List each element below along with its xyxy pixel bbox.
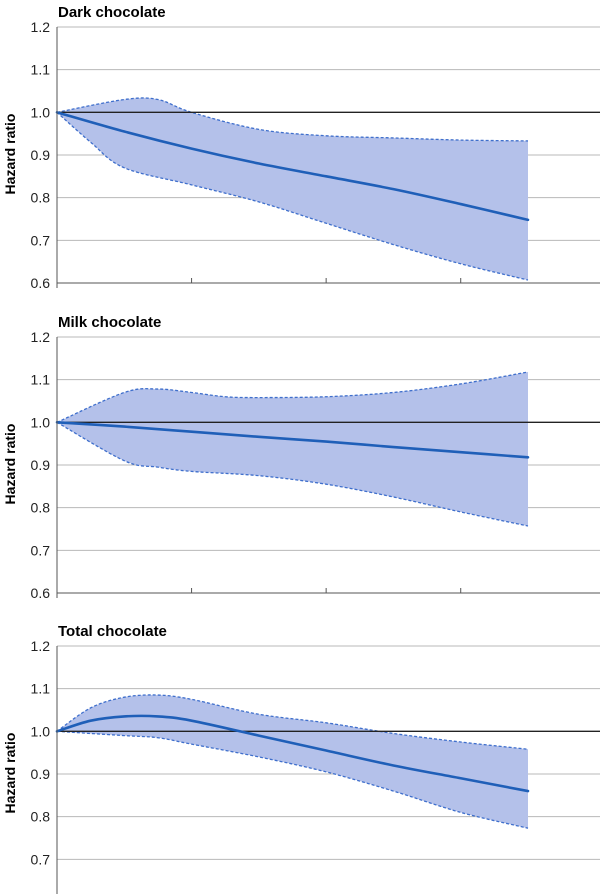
ci-lower-line <box>56 421 529 527</box>
panel-title: Total chocolate <box>58 623 167 640</box>
y-tick-label: 1.2 <box>31 19 51 35</box>
y-tick-label: 0.8 <box>31 500 51 516</box>
y-axis-label: Hazard ratio <box>2 424 18 505</box>
y-tick-label: 1.1 <box>31 372 51 388</box>
panel-dark-chocolate: Dark chocolate Hazard ratio 0.6 0.7 0.8 0.9… <box>2 4 600 291</box>
hazard-ratio-line <box>55 111 530 222</box>
y-axis-label: Hazard ratio <box>2 114 18 195</box>
panel-title: Milk chocolate <box>58 314 161 331</box>
confidence-band <box>57 371 528 527</box>
y-tick-label: 0.8 <box>31 190 51 206</box>
y-tick-label: 0.7 <box>31 542 51 558</box>
y-tick-label: 0.7 <box>31 232 51 248</box>
confidence-band <box>57 694 528 829</box>
ci-lower-line <box>56 730 529 829</box>
y-tick-label: 0.9 <box>31 147 51 163</box>
y-tick-label: 1.2 <box>31 638 51 654</box>
y-tick-label: 0.8 <box>31 809 51 825</box>
panel-milk-chocolate: Milk chocolate Hazard ratio 0.6 0.7 0.8 0.9… <box>2 314 600 601</box>
y-tick-label: 1.1 <box>31 62 51 78</box>
panel-total-chocolate: Total chocolate Hazard ratio 0.7 0.8 0.9 1.… <box>2 623 600 894</box>
ci-upper-line <box>56 97 529 142</box>
confidence-band <box>57 97 528 281</box>
y-tick-label: 1.0 <box>31 414 51 430</box>
y-tick-label: 0.6 <box>31 275 51 291</box>
y-axis-label: Hazard ratio <box>2 733 18 814</box>
y-tick-label: 0.7 <box>31 851 51 867</box>
hazard-ratio-line <box>55 714 530 793</box>
ci-upper-line <box>56 371 529 423</box>
ci-lower-line <box>56 111 529 281</box>
y-tick-label: 0.9 <box>31 457 51 473</box>
panel-title: Dark chocolate <box>58 4 166 21</box>
ci-upper-line <box>56 694 529 750</box>
y-tick-label: 0.9 <box>31 766 51 782</box>
y-tick-label: 0.6 <box>31 585 51 601</box>
hazard-ratio-line <box>55 421 530 459</box>
y-tick-label: 1.0 <box>31 104 51 120</box>
y-tick-label: 1.2 <box>31 329 51 345</box>
y-tick-label: 1.0 <box>31 723 51 739</box>
y-tick-label: 1.1 <box>31 681 51 697</box>
